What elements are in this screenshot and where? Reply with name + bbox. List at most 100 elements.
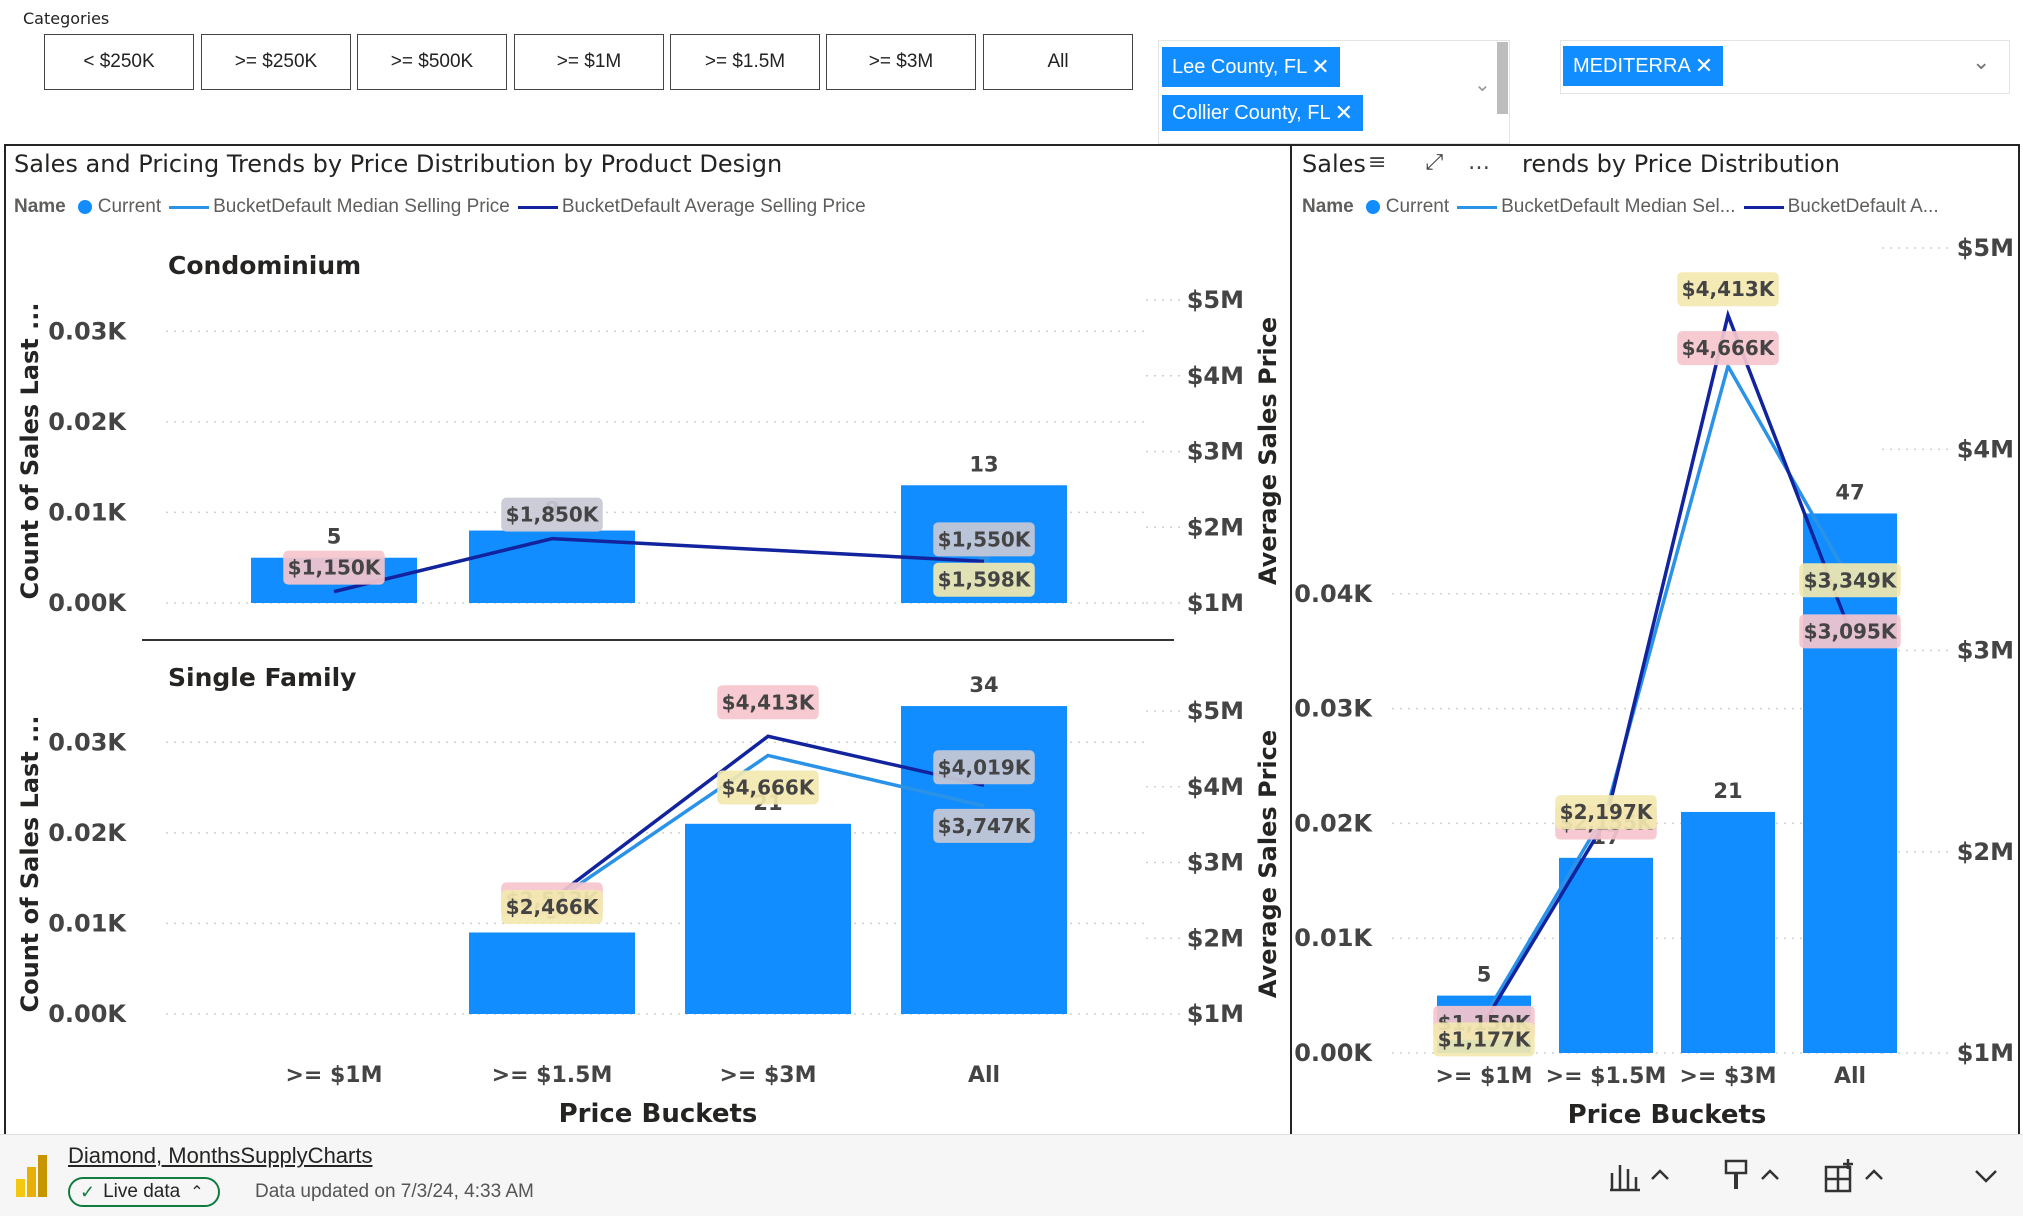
visual-title-start: Sales — [1302, 150, 1366, 178]
y2-tick-label: $5M — [1187, 286, 1244, 314]
y2-tick-label: $4M — [1187, 773, 1244, 801]
chart-left: Condominium 0.00K 0.01K 0.02K 0.03K $1M $2M $3M… — [16, 251, 1282, 1129]
y2-tick-label: $2M — [1187, 513, 1244, 541]
visual-chart-icon[interactable] — [1608, 1159, 1678, 1193]
median-value-label-bg — [933, 808, 1035, 843]
visual-left[interactable]: Sales and Pricing Trends by Price Distri… — [4, 144, 1292, 1136]
check-circle-icon: ✓ — [80, 1181, 96, 1202]
county-scrollbar[interactable] — [1497, 42, 1508, 114]
median-line — [1482, 361, 1852, 1019]
legend-item[interactable]: BucketDefault A... — [1787, 196, 1939, 217]
legend-item[interactable]: Current — [1385, 196, 1450, 217]
y2-tick-label: $1M — [1187, 1000, 1244, 1028]
legend-median-icon — [1457, 205, 1498, 209]
y2-tick-label: $2M — [1957, 838, 2014, 866]
y-tick-label: 0.00K — [48, 1000, 127, 1028]
visual-title: Sales and Pricing Trends by Price Distri… — [14, 150, 783, 178]
y-tick-label: 0.01K — [48, 498, 127, 526]
y2-tick-label: $5M — [1957, 234, 2014, 262]
x-tick-label: >= $1.5M — [492, 1063, 613, 1088]
legend-label: Name — [14, 196, 66, 217]
average-value-label-bg — [283, 550, 385, 585]
category-button-1[interactable]: >= $250K — [201, 34, 351, 90]
legend-current-icon — [77, 200, 92, 214]
y-axis-title: Count of Sales Last ... — [16, 303, 44, 600]
y-tick-label: 0.03K — [1294, 695, 1373, 723]
legend: Name Current BucketDefault Median Sellin… — [14, 196, 866, 218]
average-value-label-bg — [717, 685, 819, 720]
powerbi-logo-icon — [16, 1155, 47, 1197]
median-value-label-bg — [1677, 331, 1779, 366]
chart-right: 0.00K 0.01K 0.02K 0.03K 0.04K $1M $2M $3M $4M $5M… — [1294, 234, 2014, 1130]
category-button-0[interactable]: < $250K — [44, 34, 194, 90]
y2-tick-label: $4M — [1957, 435, 2014, 463]
y2-tick-label: $1M — [1187, 589, 1244, 617]
apps-icon[interactable] — [1824, 1159, 1894, 1193]
median-value-label: $3,747K — [938, 814, 1032, 838]
median-value-label: $1,598K — [938, 568, 1032, 592]
average-line — [333, 536, 985, 594]
y2-tick-label: $4M — [1187, 362, 1244, 390]
legend: Name Current BucketDefault Median Sel...… — [1302, 196, 1939, 218]
chip-label: Collier County, FL — [1172, 101, 1331, 124]
chip-county-0[interactable]: Lee County, FL ✕ — [1162, 47, 1340, 87]
more-options-icon[interactable]: … — [1468, 150, 1491, 175]
remove-icon[interactable]: ✕ — [1311, 54, 1330, 79]
remove-icon[interactable]: ✕ — [1694, 53, 1714, 78]
paint-brush-icon[interactable] — [1720, 1159, 1790, 1193]
filter-icon[interactable]: ≡ — [1368, 150, 1387, 175]
bar — [1681, 811, 1775, 1053]
legend-item[interactable]: Current — [97, 196, 162, 217]
y2-tick-label: $2M — [1187, 924, 1244, 952]
chevron-down-icon[interactable]: ⌄ — [1972, 50, 1991, 75]
y2-tick-label: $3M — [1187, 438, 1244, 466]
y-tick-label: 0.02K — [48, 408, 127, 436]
average-line — [550, 734, 985, 901]
x-tick-label: >= $1M — [1435, 1064, 1532, 1089]
y-tick-label: 0.00K — [1294, 1039, 1373, 1067]
category-button-6[interactable]: All — [983, 34, 1133, 90]
average-value-label-bg — [933, 522, 1035, 557]
median-value-label: $2,466K — [506, 895, 600, 919]
y-tick-label: 0.02K — [48, 819, 127, 847]
live-data-badge[interactable]: ✓ Live data ⌃ — [68, 1177, 220, 1207]
median-value-label-bg — [501, 889, 603, 924]
median-value-label: $2,197K — [1560, 800, 1654, 824]
report-name-link[interactable]: Diamond, MonthsSupplyCharts — [68, 1143, 373, 1168]
chip-label: Lee County, FL — [1172, 55, 1308, 78]
chip-county-1[interactable]: Collier County, FL ✕ — [1162, 95, 1364, 131]
legend-median-icon — [169, 205, 210, 209]
chevron-down-icon[interactable] — [1972, 1159, 2002, 1193]
bar-count-label: 47 — [1835, 480, 1864, 504]
x-tick-label: All — [1834, 1064, 1866, 1089]
average-value-label: $3,095K — [1804, 619, 1898, 643]
legend-item[interactable]: BucketDefault Median Selling Price — [213, 196, 510, 217]
bar — [469, 932, 635, 1014]
focus-mode-icon[interactable]: ⤢ — [1425, 150, 1444, 175]
y-tick-label: 0.01K — [1294, 924, 1373, 952]
average-value-label: $4,413K — [722, 690, 816, 714]
category-button-4[interactable]: >= $1.5M — [670, 34, 820, 90]
category-button-2[interactable]: >= $500K — [357, 34, 507, 90]
chip-community-0[interactable]: MEDITERRA ✕ — [1563, 46, 1724, 86]
legend-item[interactable]: BucketDefault Average Selling Price — [561, 196, 866, 217]
y-tick-label: 0.02K — [1294, 809, 1373, 837]
chevron-up-icon: ⌃ — [190, 1184, 204, 1201]
remove-icon[interactable]: ✕ — [1334, 100, 1354, 125]
visual-right[interactable]: Sales ≡ ⤢ … rends by Price Distribution … — [1290, 144, 2020, 1136]
y-axis-title: Count of Sales Last ... — [16, 716, 44, 1013]
median-value-label-bg — [1555, 795, 1657, 830]
legend-average-icon — [1743, 205, 1784, 209]
bar-count-label: 21 — [1713, 779, 1742, 803]
x-tick-label: >= $1.5M — [1546, 1064, 1667, 1089]
median-value-label: $4,666K — [1682, 336, 1776, 360]
y2-tick-label: $3M — [1187, 849, 1244, 877]
y-tick-label: 0.03K — [48, 728, 127, 756]
category-button-3[interactable]: >= $1M — [514, 34, 664, 90]
legend-item[interactable]: BucketDefault Median Sel... — [1501, 196, 1736, 217]
panel-title-condominium: Condominium — [168, 251, 361, 280]
chevron-down-icon[interactable]: ⌄ — [1474, 72, 1491, 96]
category-button-5[interactable]: >= $3M — [826, 34, 976, 90]
average-value-label: $1,550K — [938, 527, 1032, 551]
visual-title-end: rends by Price Distribution — [1522, 150, 1840, 178]
